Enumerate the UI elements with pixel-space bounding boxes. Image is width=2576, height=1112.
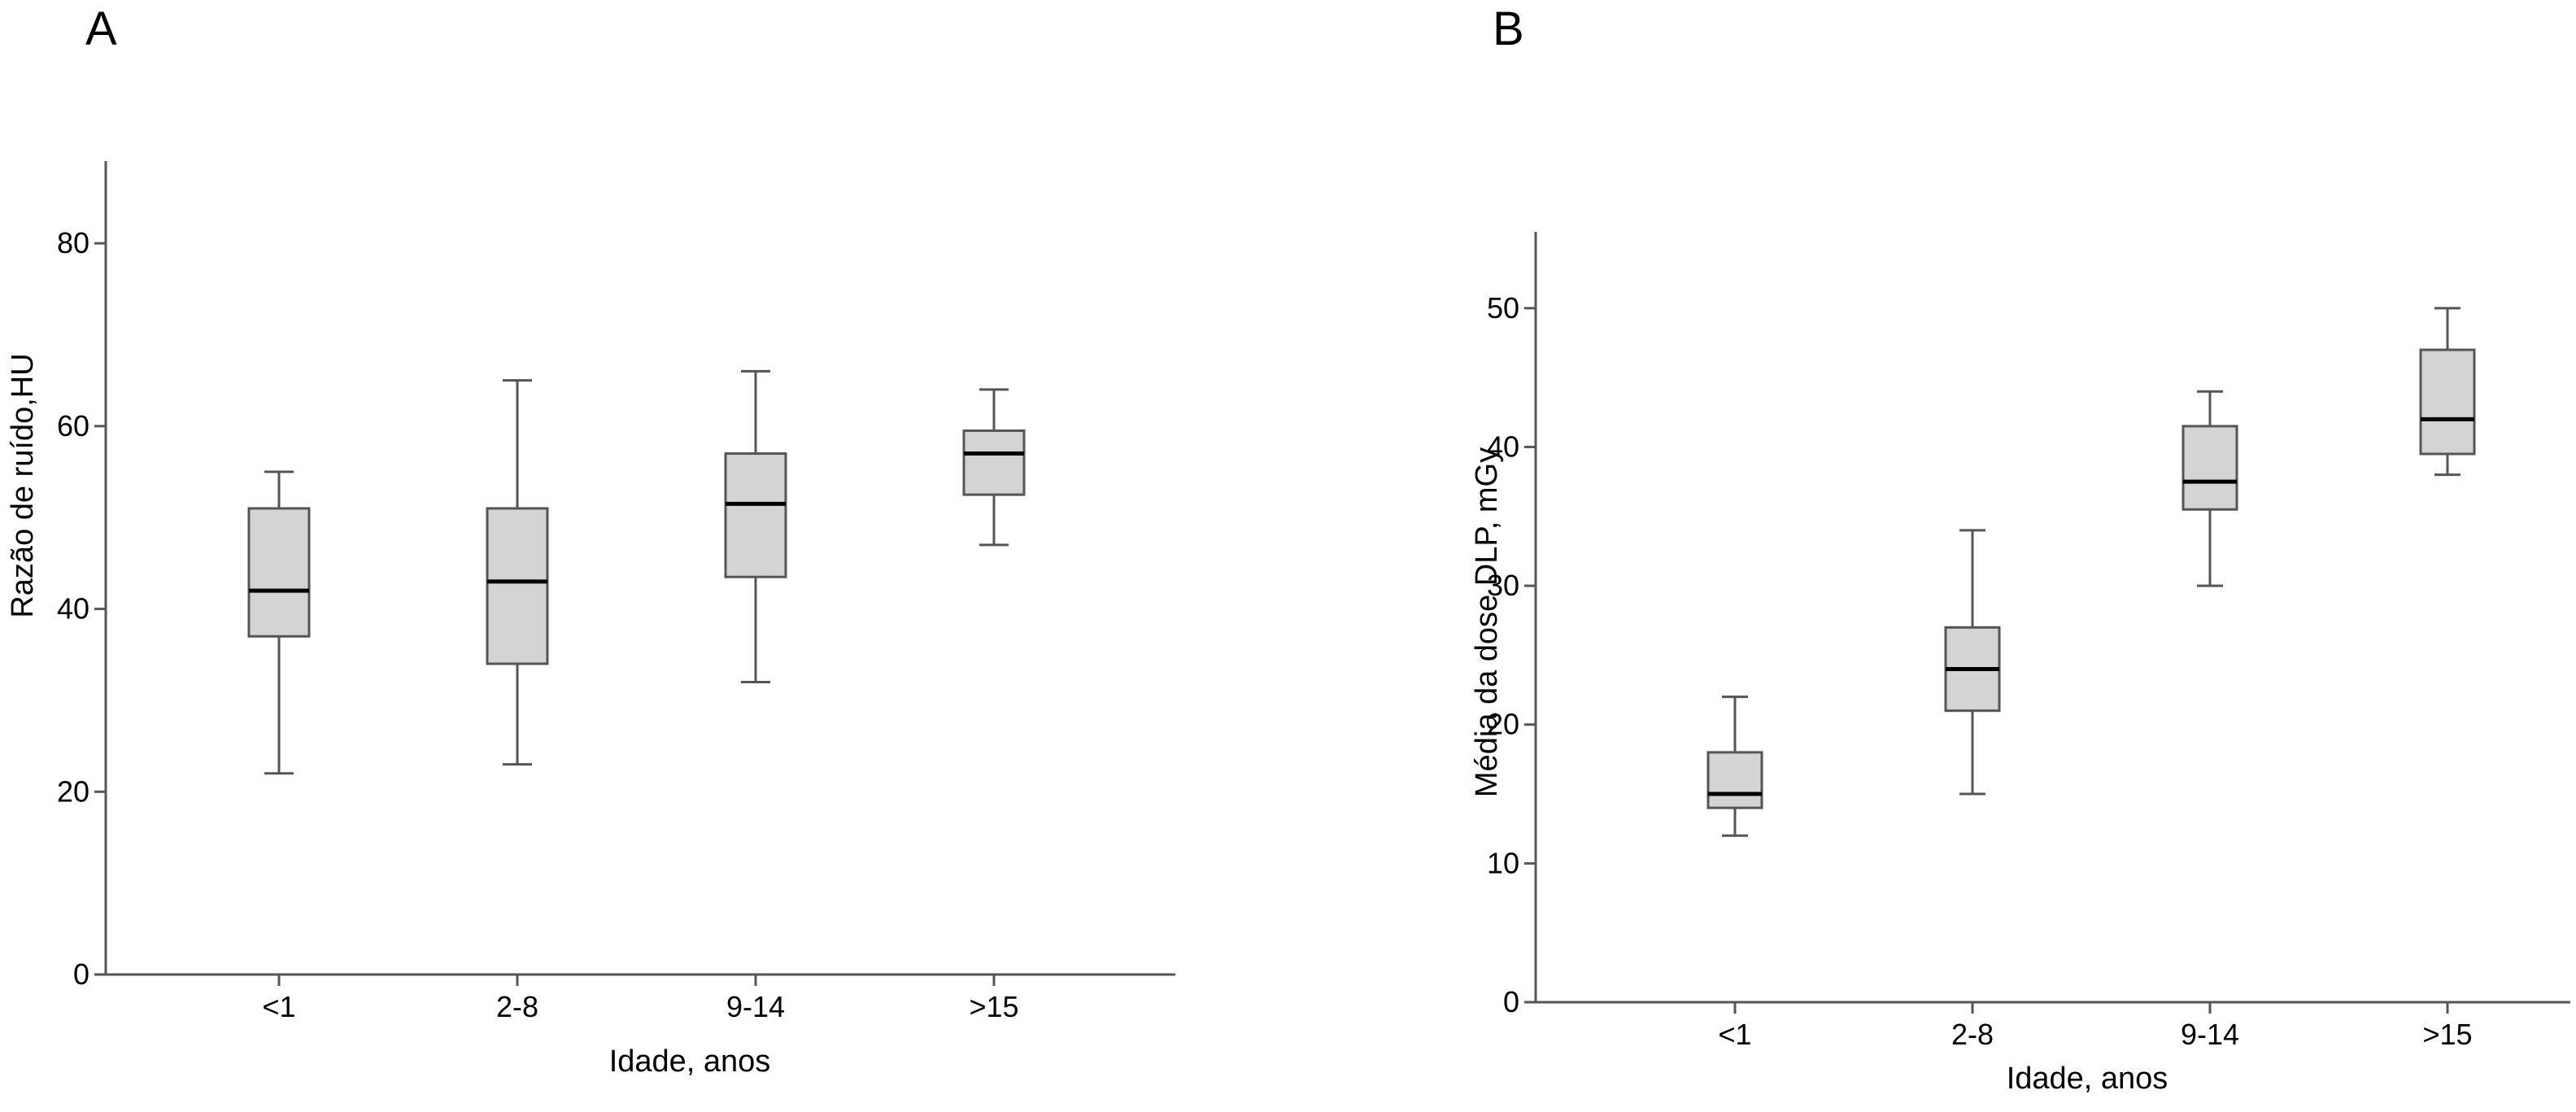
boxplot-panel-b: B Idade, anos Média da dose DLP, mGy 0 10…	[1470, 2, 2570, 1096]
y-tick-label-b: 10	[1487, 846, 1519, 879]
plot-area-b: 0 10 20 30 40 50 <1 2-8 9-14 >15	[1487, 232, 2570, 1051]
plot-area-a: 0 20 40 60 80 <1 2-8 9-14 >15	[57, 161, 1175, 1023]
x-axis-label-a: Idade, anos	[609, 1044, 771, 1079]
y-axis-label-b: Média da dose DLP, mGy	[1470, 447, 1504, 797]
y-axis-label-a: Razão de ruído,HU	[6, 353, 40, 617]
y-tick-label-a: 0	[73, 957, 89, 991]
y-tick-label-b: 30	[1487, 569, 1519, 602]
y-tick-label-a: 40	[57, 592, 89, 626]
iqr-box	[1706, 751, 1763, 809]
x-tick-label-a: <1	[262, 990, 295, 1023]
iqr-box	[2419, 348, 2476, 456]
x-tick-label-b: 2-8	[1951, 1018, 1994, 1051]
box-group-a	[247, 470, 311, 775]
y-tick-label-a: 60	[57, 409, 89, 443]
x-tick-label-b: >15	[2422, 1018, 2472, 1051]
y-tick-label-b: 0	[1503, 985, 1519, 1018]
box-group-a	[962, 388, 1026, 547]
boxplot-panel-a: A Idade, anos Razão de ruído,HU 0 20 40 60 8…	[6, 2, 1175, 1079]
iqr-box	[486, 507, 549, 665]
y-tick-label-b: 40	[1487, 430, 1519, 463]
box-group-b	[2419, 307, 2476, 477]
y-tick-label-b: 20	[1487, 708, 1519, 741]
y-tick-label-a: 80	[57, 226, 89, 259]
box-group-b	[2182, 390, 2238, 587]
box-group-b	[1706, 696, 1763, 837]
x-tick-label-a: 2-8	[496, 990, 538, 1023]
x-tick-label-b: <1	[1718, 1018, 1751, 1051]
x-axis-label-b: Idade, anos	[2007, 1062, 2168, 1096]
box-group-a	[486, 379, 549, 766]
iqr-box	[2182, 425, 2238, 511]
box-group-a	[724, 369, 787, 683]
x-tick-label-b: 9-14	[2181, 1018, 2239, 1051]
x-tick-label-a: 9-14	[726, 990, 785, 1023]
iqr-box	[962, 429, 1026, 496]
panel-label-b: B	[1493, 2, 1524, 55]
y-tick-label-b: 50	[1487, 291, 1519, 325]
iqr-box	[247, 507, 311, 638]
y-tick-label-a: 20	[57, 774, 89, 808]
box-group-b	[1944, 529, 2001, 796]
panel-label-a: A	[85, 2, 117, 55]
iqr-box	[724, 452, 787, 578]
x-tick-label-a: >15	[969, 990, 1018, 1023]
